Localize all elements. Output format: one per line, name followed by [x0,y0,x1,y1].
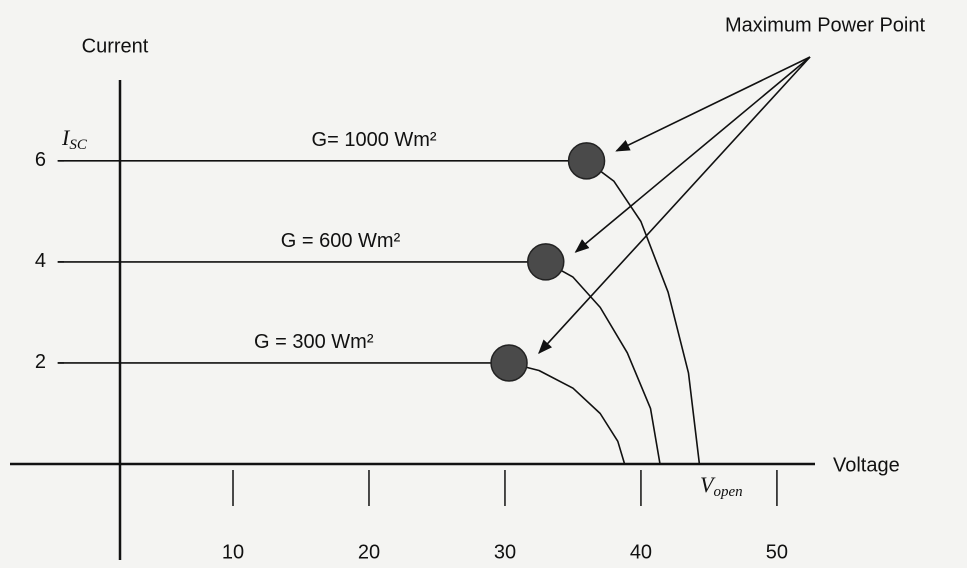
annotation-arrow [576,57,810,252]
y-axis-label: Current [82,35,149,57]
annotation: Maximum Power Point [725,14,926,36]
y-tick-label: 2 [35,351,46,373]
x-tick-label: 40 [630,541,652,563]
series-label: G= 1000 Wm² [312,129,437,151]
iv-curve [58,363,625,464]
isc-subscript: SC [69,137,88,153]
max-power-point [528,244,564,280]
max-power-point [491,345,527,381]
y-tick-label: 4 [35,250,46,272]
max-power-point [569,143,605,179]
x-axis-label: Voltage [833,454,900,476]
x-tick-label: 30 [494,541,516,563]
page: {"chart_data": { "type": "line", "y_axis… [0,0,967,568]
x-tick-label: 20 [358,541,380,563]
y-tick-label: 6 [35,149,46,171]
chart: Current Voltage 10 20 30 40 50 2 4 6 ISC Vopen Maxim… [0,0,967,568]
isc-label: ISC [61,125,88,153]
annotation-arrow [539,57,810,353]
x-tick-label: 50 [766,541,788,563]
x-tick-label: 10 [222,541,244,563]
series-label: G = 600 Wm² [281,230,401,252]
voc-subscript: open [713,484,742,500]
voc-label: Vopen [700,472,743,500]
series-label: G = 300 Wm² [254,331,374,353]
